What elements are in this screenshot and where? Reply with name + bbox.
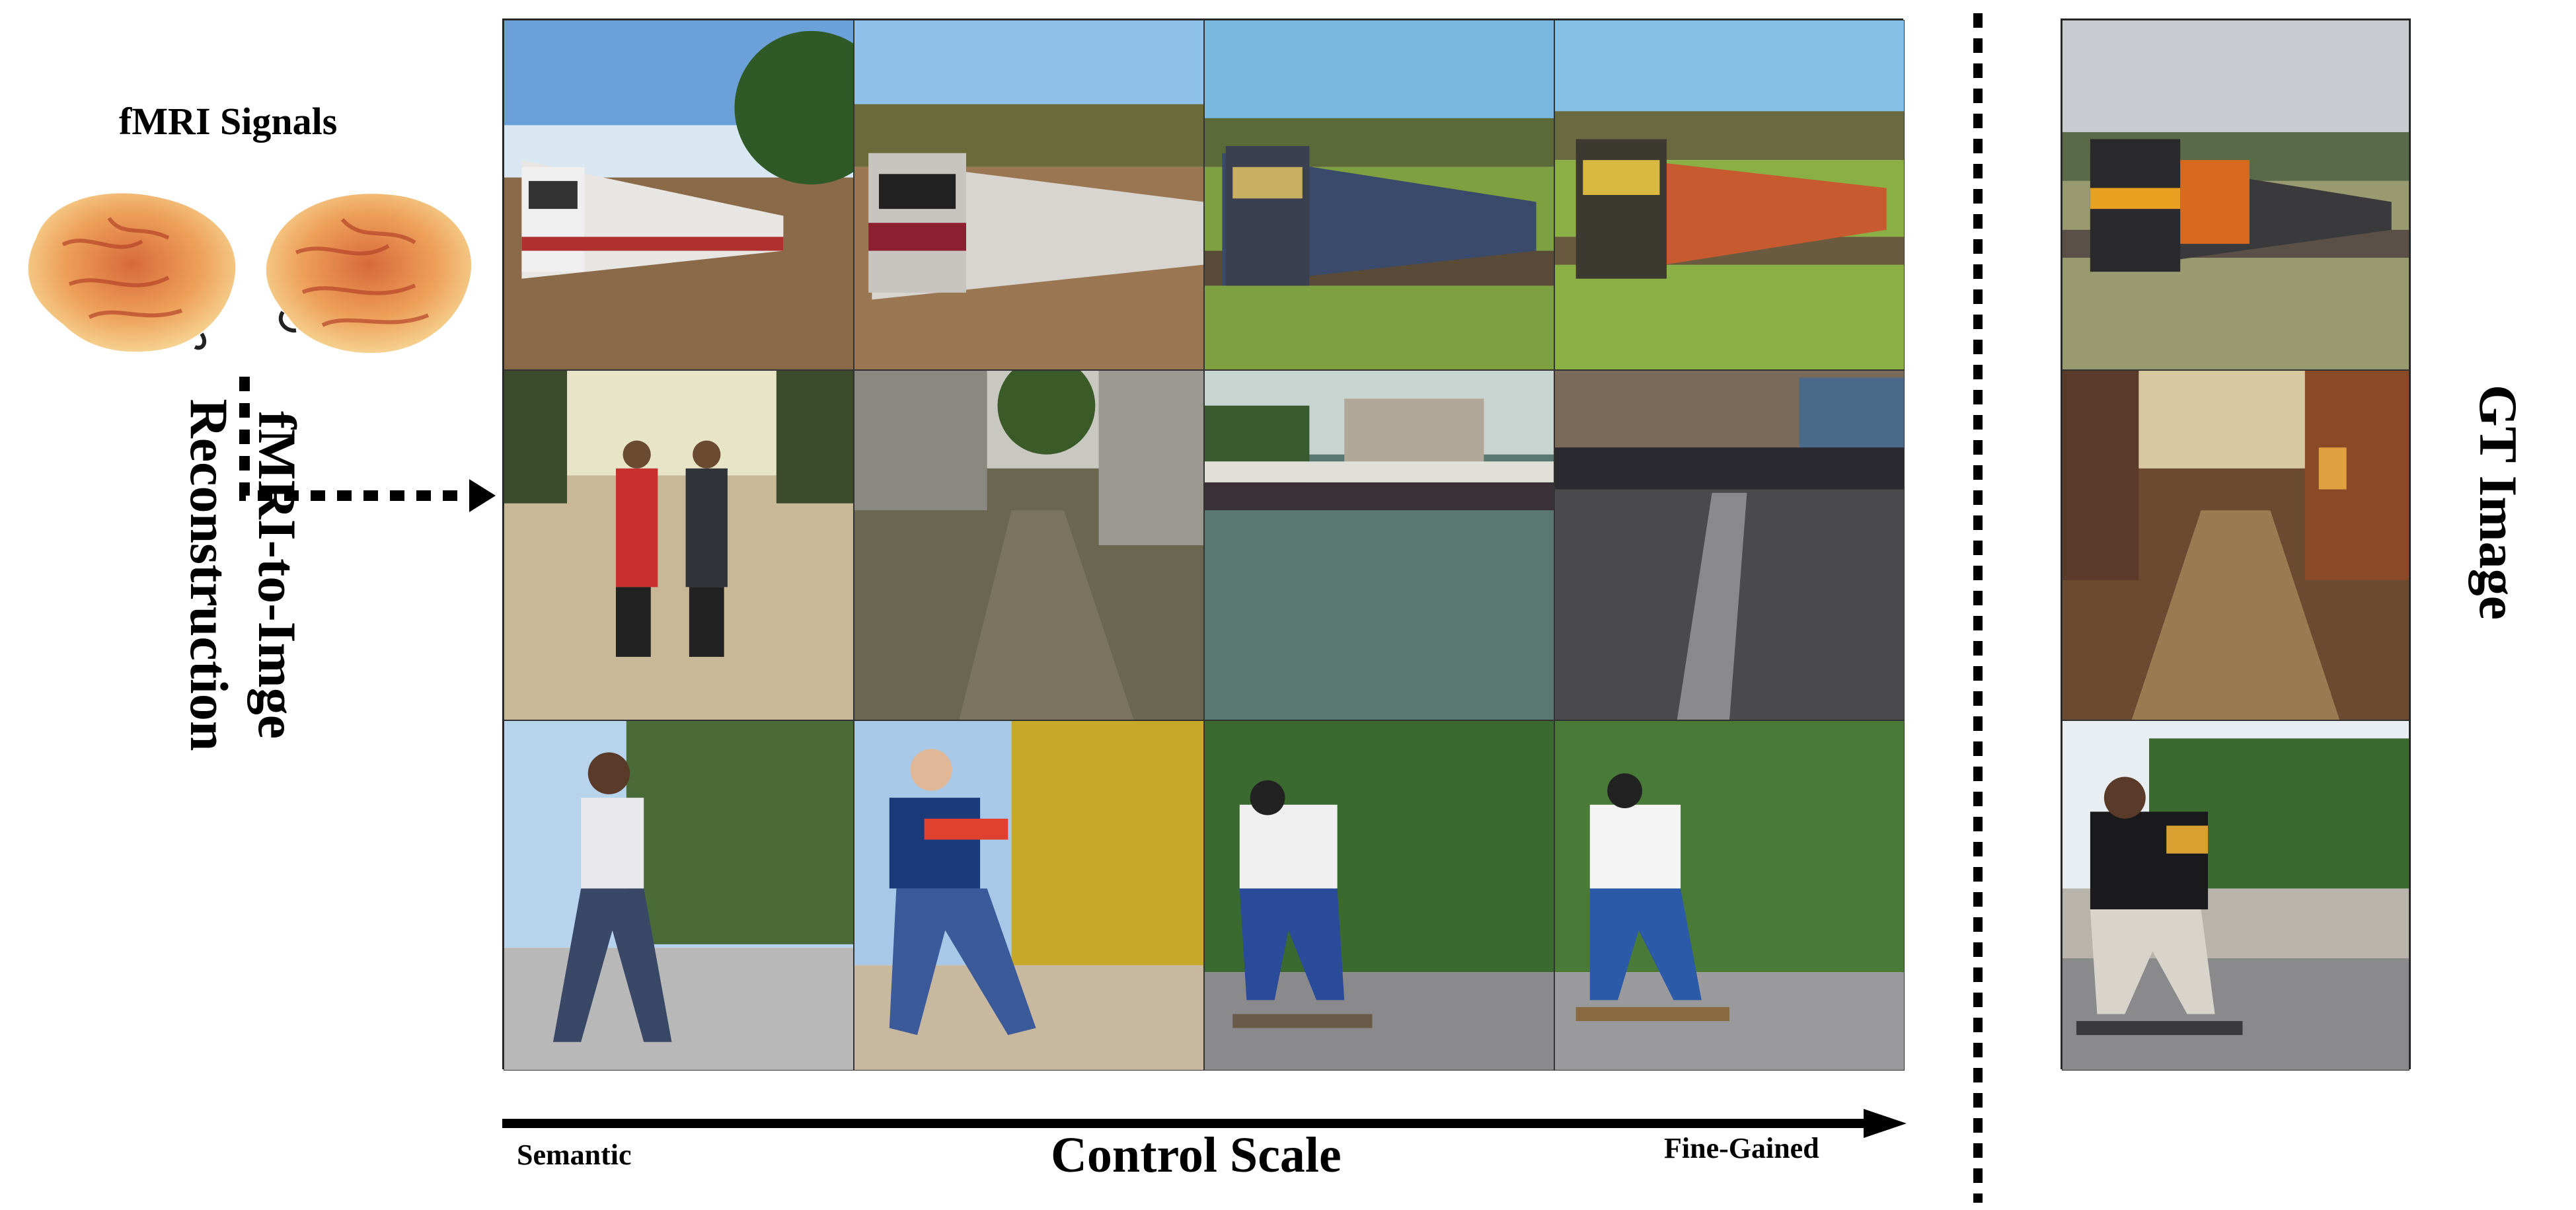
gt-image-label: GT Image [2468, 384, 2528, 621]
fmri-signals-title: fMRI Signals [119, 100, 338, 143]
dotted-arrow [239, 377, 496, 512]
reconstruction-label: fMRI-to-Imge Reconstruction [179, 398, 308, 751]
skater-reconstruction-2 [854, 720, 1204, 1071]
train-reconstruction-1 [504, 20, 854, 370]
street-reconstruction-2 [854, 370, 1204, 720]
reconstruction-grid [502, 19, 1905, 1071]
gt-image-column [2061, 19, 2411, 1071]
street-reconstruction-1 [504, 370, 854, 720]
axis-title-control-scale: Control Scale [1051, 1127, 1342, 1183]
street-reconstruction-4 [1554, 370, 1905, 720]
skater-reconstruction-4 [1554, 720, 1905, 1071]
train-reconstruction-3 [1204, 20, 1554, 370]
gt-image-skater [2062, 720, 2409, 1071]
gt-image-train [2062, 20, 2409, 370]
brain-flatmap-right [266, 194, 472, 354]
skater-reconstruction-1 [504, 720, 854, 1071]
dotted-separator [1973, 13, 1983, 1203]
train-reconstruction-4 [1554, 20, 1905, 370]
brain-flatmap-left [28, 193, 236, 352]
skater-reconstruction-3 [1204, 720, 1554, 1071]
train-reconstruction-2 [854, 20, 1204, 370]
axis-label-semantic: Semantic [517, 1139, 632, 1171]
axis-label-fine-gained: Fine-Gained [1664, 1132, 1819, 1164]
control-scale-arrow [502, 1109, 1907, 1138]
street-reconstruction-3 [1204, 370, 1554, 720]
gt-image-street [2062, 370, 2409, 720]
